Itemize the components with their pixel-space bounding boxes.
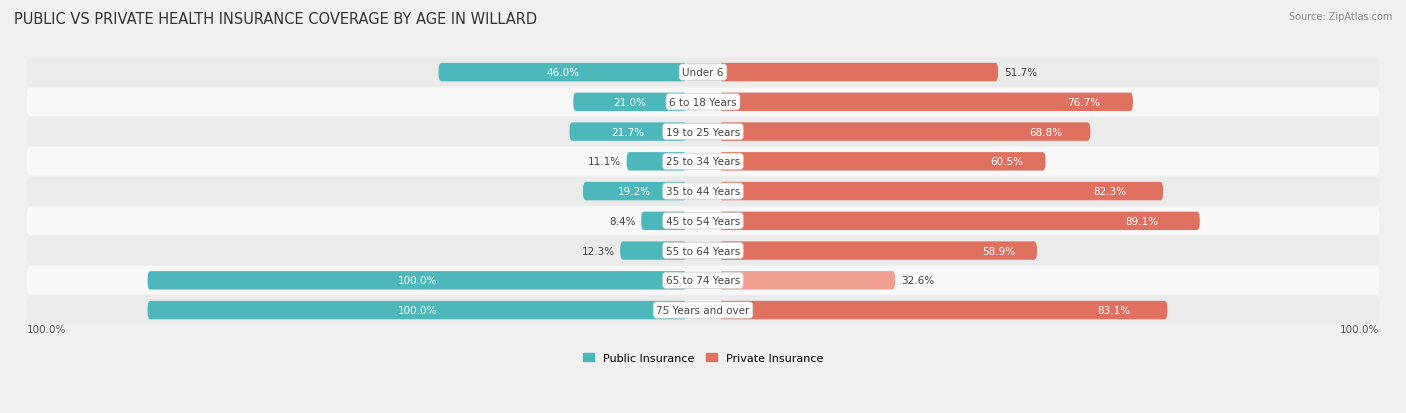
Text: 68.8%: 68.8% [1029, 127, 1063, 137]
FancyBboxPatch shape [720, 93, 1133, 112]
Text: 100.0%: 100.0% [27, 324, 66, 334]
FancyBboxPatch shape [27, 207, 1379, 235]
FancyBboxPatch shape [27, 266, 1379, 295]
Text: 100.0%: 100.0% [398, 305, 437, 315]
FancyBboxPatch shape [720, 123, 1090, 142]
FancyBboxPatch shape [27, 296, 1379, 325]
FancyBboxPatch shape [720, 301, 1167, 320]
Text: 12.3%: 12.3% [581, 246, 614, 256]
FancyBboxPatch shape [620, 242, 686, 260]
Text: 83.1%: 83.1% [1097, 305, 1130, 315]
FancyBboxPatch shape [720, 183, 1163, 201]
Text: 32.6%: 32.6% [901, 275, 934, 286]
Text: 45 to 54 Years: 45 to 54 Years [666, 216, 740, 226]
FancyBboxPatch shape [641, 212, 686, 230]
Text: 21.0%: 21.0% [613, 97, 647, 107]
FancyBboxPatch shape [720, 212, 1199, 230]
Text: 46.0%: 46.0% [546, 68, 579, 78]
FancyBboxPatch shape [569, 123, 686, 142]
FancyBboxPatch shape [27, 177, 1379, 206]
Text: 65 to 74 Years: 65 to 74 Years [666, 275, 740, 286]
Text: 8.4%: 8.4% [609, 216, 636, 226]
FancyBboxPatch shape [27, 88, 1379, 117]
Text: 55 to 64 Years: 55 to 64 Years [666, 246, 740, 256]
Text: 89.1%: 89.1% [1126, 216, 1159, 226]
FancyBboxPatch shape [148, 271, 686, 290]
Text: 60.5%: 60.5% [990, 157, 1024, 167]
Text: 82.3%: 82.3% [1094, 187, 1126, 197]
Text: 58.9%: 58.9% [983, 246, 1015, 256]
FancyBboxPatch shape [27, 59, 1379, 87]
FancyBboxPatch shape [720, 64, 998, 82]
Text: 11.1%: 11.1% [588, 157, 621, 167]
Legend: Public Insurance, Private Insurance: Public Insurance, Private Insurance [579, 348, 827, 368]
FancyBboxPatch shape [627, 153, 686, 171]
Text: 51.7%: 51.7% [1004, 68, 1038, 78]
FancyBboxPatch shape [27, 237, 1379, 265]
FancyBboxPatch shape [574, 93, 686, 112]
Text: 6 to 18 Years: 6 to 18 Years [669, 97, 737, 107]
FancyBboxPatch shape [720, 271, 896, 290]
Text: 21.7%: 21.7% [612, 127, 644, 137]
Text: 25 to 34 Years: 25 to 34 Years [666, 157, 740, 167]
FancyBboxPatch shape [720, 242, 1038, 260]
FancyBboxPatch shape [439, 64, 686, 82]
Text: 100.0%: 100.0% [1340, 324, 1379, 334]
Text: Under 6: Under 6 [682, 68, 724, 78]
Text: PUBLIC VS PRIVATE HEALTH INSURANCE COVERAGE BY AGE IN WILLARD: PUBLIC VS PRIVATE HEALTH INSURANCE COVER… [14, 12, 537, 27]
FancyBboxPatch shape [27, 118, 1379, 147]
FancyBboxPatch shape [720, 153, 1046, 171]
Text: 19 to 25 Years: 19 to 25 Years [666, 127, 740, 137]
Text: 19.2%: 19.2% [619, 187, 651, 197]
Text: 76.7%: 76.7% [1067, 97, 1099, 107]
Text: 75 Years and over: 75 Years and over [657, 305, 749, 315]
FancyBboxPatch shape [27, 148, 1379, 176]
Text: 35 to 44 Years: 35 to 44 Years [666, 187, 740, 197]
Text: Source: ZipAtlas.com: Source: ZipAtlas.com [1288, 12, 1392, 22]
FancyBboxPatch shape [583, 183, 686, 201]
FancyBboxPatch shape [148, 301, 686, 320]
Text: 100.0%: 100.0% [398, 275, 437, 286]
